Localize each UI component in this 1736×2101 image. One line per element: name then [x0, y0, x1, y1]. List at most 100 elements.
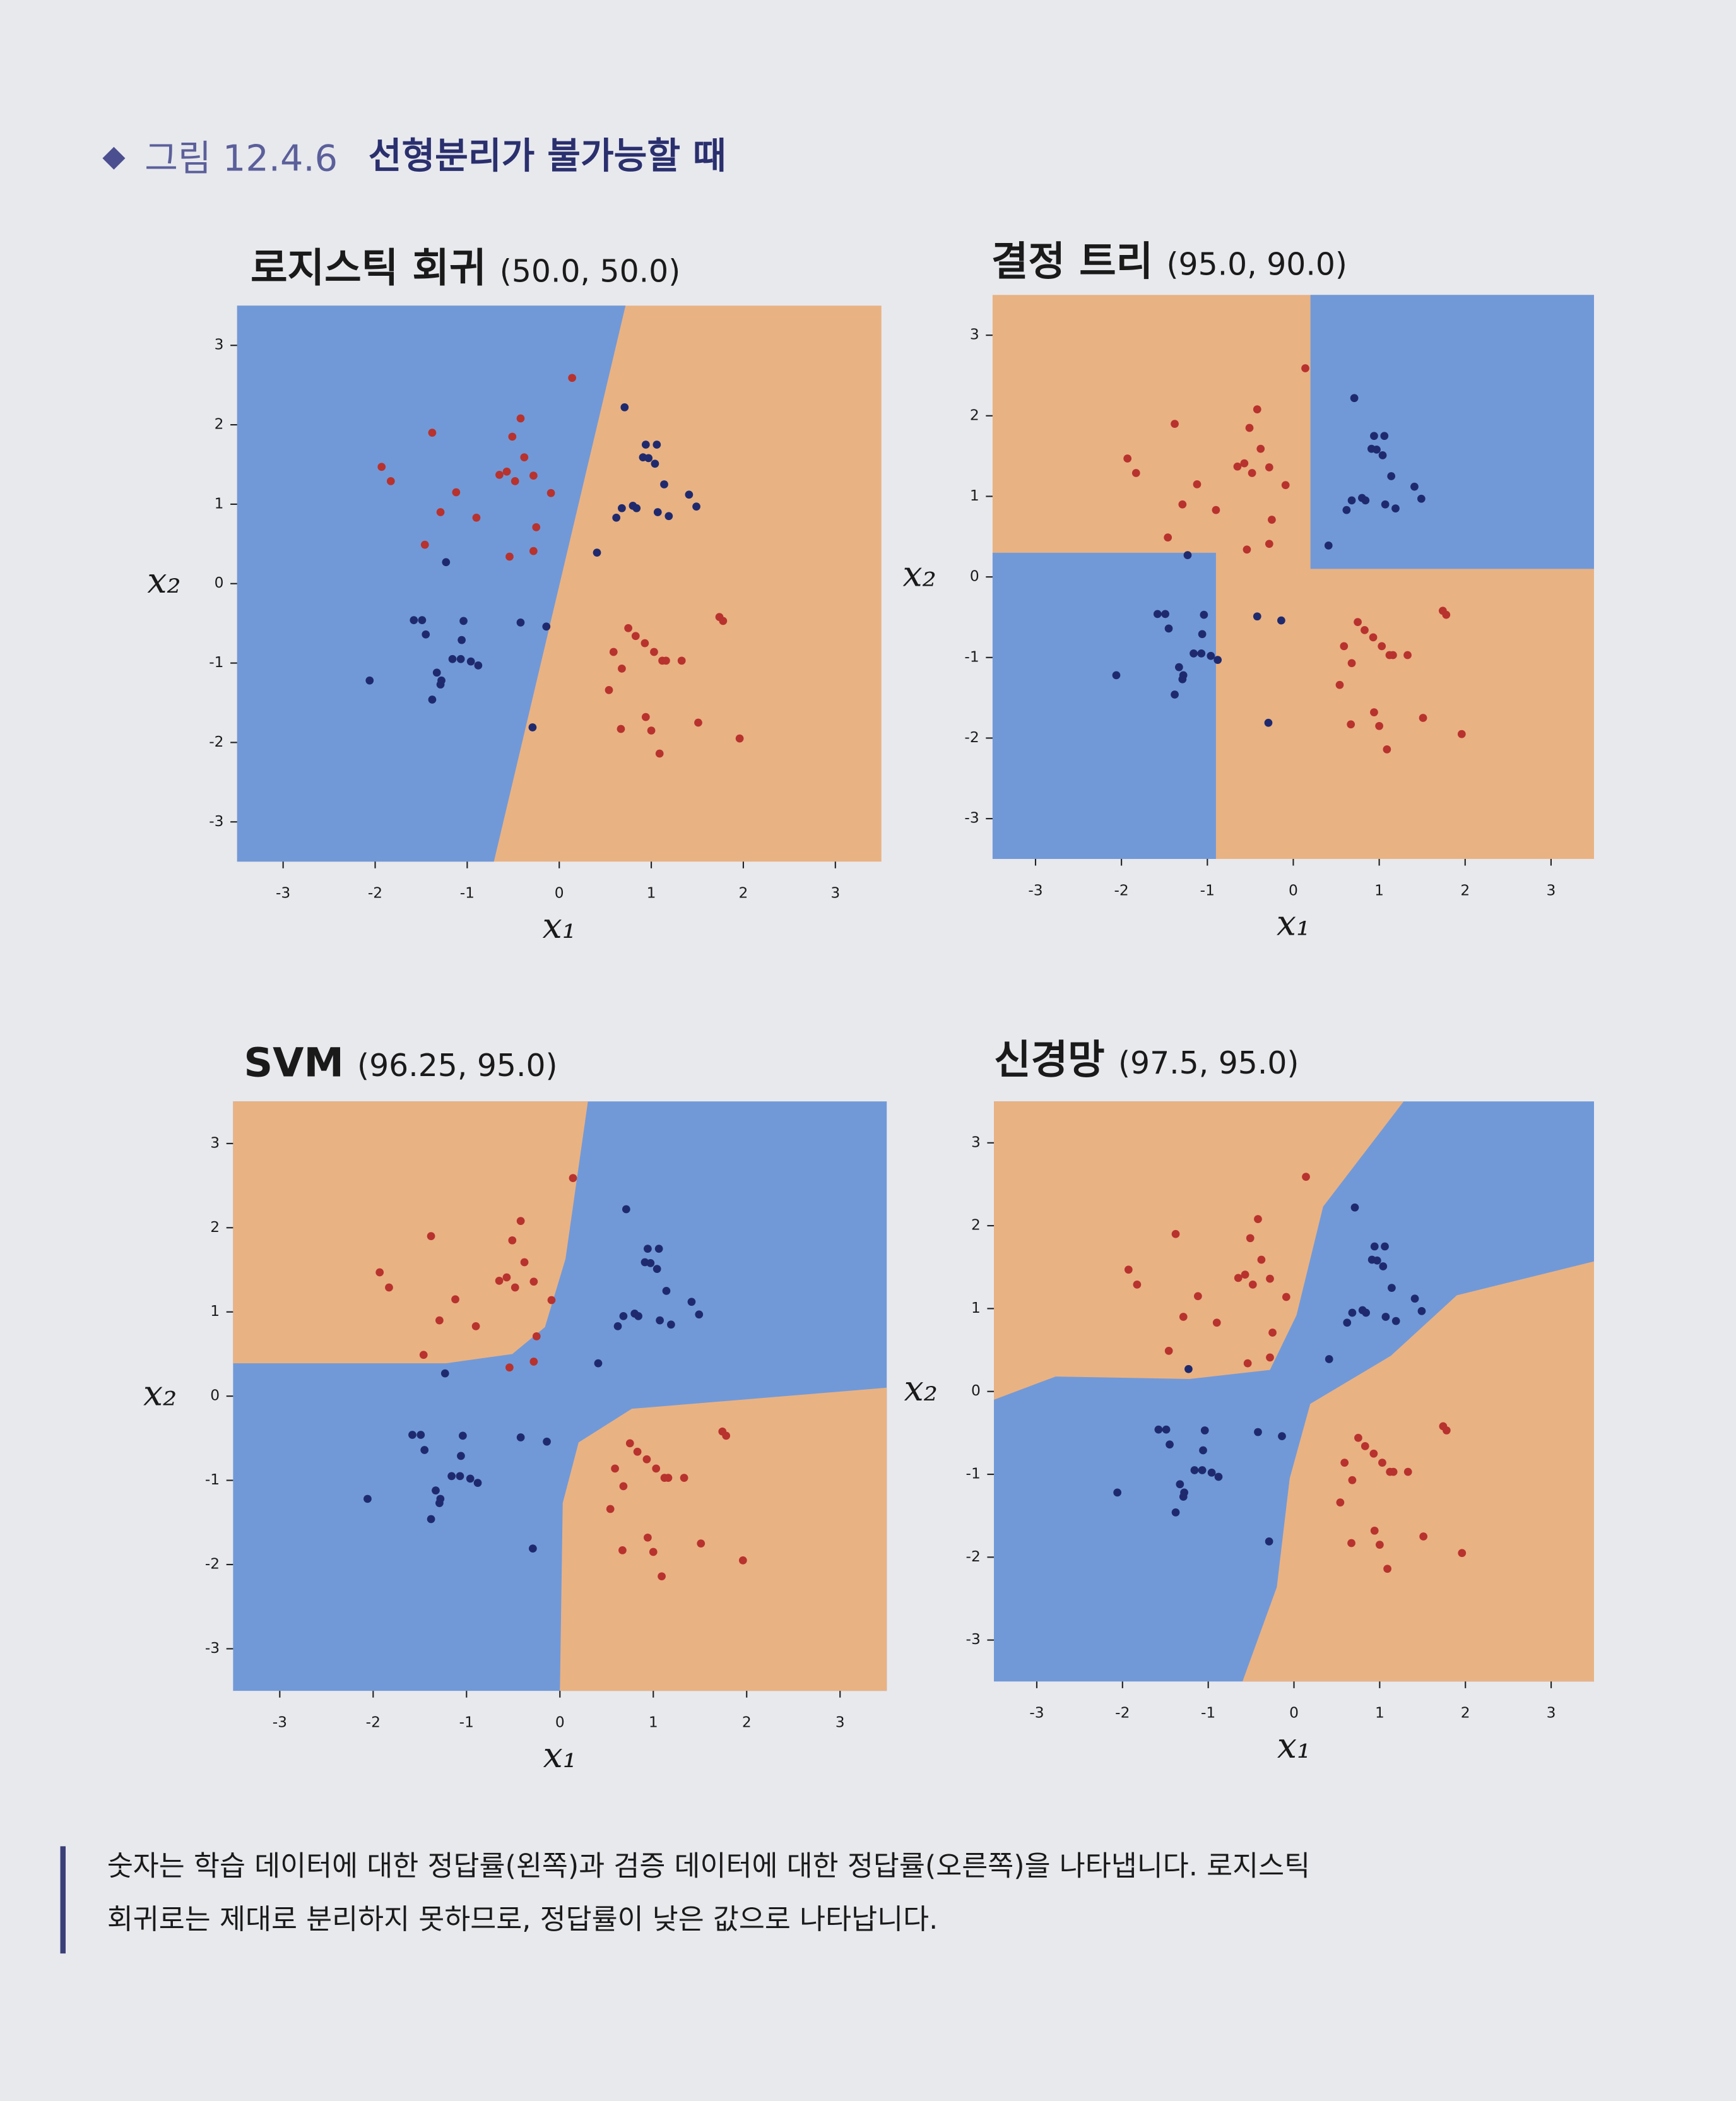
data-point [1248, 469, 1256, 477]
data-point [1358, 494, 1366, 502]
data-point [459, 617, 468, 625]
y-tick-label: 3 [215, 336, 224, 353]
y-tick-label: -1 [209, 653, 223, 671]
data-point [1179, 1313, 1188, 1321]
data-point [1268, 516, 1276, 524]
data-point [1254, 1215, 1262, 1223]
data-point [1379, 1262, 1388, 1270]
x-axis-label: x₁ [1277, 904, 1310, 944]
data-point [546, 488, 555, 497]
data-point [505, 1363, 514, 1372]
data-point [473, 1479, 482, 1487]
data-point [1190, 649, 1198, 658]
decision-region [1310, 295, 1594, 569]
data-point [622, 1205, 630, 1214]
data-point [1243, 1359, 1252, 1368]
x-tick-label: 2 [1461, 1704, 1470, 1722]
data-point [653, 508, 662, 516]
y-tick-label: 0 [971, 1382, 981, 1399]
data-point [1190, 1466, 1199, 1474]
y-tick-label: 0 [970, 567, 979, 585]
data-point [458, 636, 466, 644]
decision-region [560, 1387, 887, 1691]
data-point [652, 441, 661, 449]
data-point [1164, 533, 1172, 542]
data-point [606, 1505, 615, 1513]
y-tick-label: -1 [964, 648, 979, 665]
data-point [1213, 656, 1222, 664]
data-point [630, 1310, 639, 1318]
data-point [508, 432, 517, 441]
data-point [694, 718, 702, 727]
decision-region [233, 1101, 588, 1364]
data-point [1403, 1467, 1412, 1476]
data-point [432, 1486, 440, 1494]
data-point [529, 471, 538, 480]
x-tick-label: -3 [1029, 1704, 1044, 1722]
data-point [451, 1295, 459, 1304]
data-point [1302, 1173, 1310, 1181]
data-point [618, 1546, 627, 1554]
data-point [1347, 496, 1356, 505]
data-point [1375, 721, 1383, 730]
x-axis-label: x₁ [543, 906, 576, 947]
x-tick-label: -3 [276, 884, 290, 902]
data-point [1340, 1459, 1349, 1467]
data-point [427, 1232, 435, 1241]
chart-title: 신경망 [994, 1037, 1105, 1084]
data-point [1378, 1459, 1386, 1467]
data-point [1375, 1541, 1384, 1549]
data-point [1265, 1537, 1273, 1546]
data-point [1183, 551, 1192, 560]
data-point [1199, 1446, 1207, 1455]
data-point [1410, 482, 1419, 491]
y-tick-label: 1 [210, 1302, 220, 1320]
data-point [613, 1322, 622, 1330]
data-point [1348, 1476, 1357, 1484]
data-point [1161, 610, 1169, 618]
data-point [1265, 463, 1273, 471]
data-point [1281, 481, 1290, 489]
data-point [1266, 1353, 1274, 1362]
data-point [1277, 616, 1285, 625]
data-point [377, 463, 386, 471]
data-point [1184, 1364, 1193, 1373]
data-point [1166, 1440, 1174, 1449]
x-axis-label: x₁ [543, 1736, 577, 1776]
data-point [1347, 1539, 1355, 1548]
data-point [418, 616, 427, 625]
data-point [1257, 1255, 1266, 1264]
decision-region [994, 1101, 1404, 1400]
data-point [692, 502, 700, 511]
y-tick-label: -2 [966, 1548, 981, 1565]
x-tick-label: 1 [647, 884, 656, 902]
data-point [385, 1283, 393, 1292]
data-point [529, 1277, 538, 1286]
data-point [459, 1431, 467, 1440]
data-point [474, 661, 483, 670]
data-point [1282, 1293, 1290, 1301]
data-point [386, 477, 395, 485]
y-tick-label: 2 [210, 1218, 220, 1236]
data-point [516, 1217, 525, 1225]
data-point [1388, 1284, 1396, 1292]
data-point [1391, 1317, 1400, 1325]
data-point [1354, 618, 1362, 626]
data-point [609, 648, 618, 656]
data-point [617, 725, 625, 733]
data-point [528, 1544, 537, 1553]
data-point [502, 467, 511, 476]
x-tick-label: 0 [1289, 881, 1298, 899]
y-tick-label: 3 [971, 1133, 981, 1151]
y-axis-label: x₂ [903, 555, 936, 595]
data-point [1442, 1426, 1451, 1435]
data-point [655, 749, 664, 758]
data-point [420, 540, 429, 549]
y-tick-label: 3 [210, 1133, 220, 1151]
data-point [529, 1358, 538, 1366]
data-point [1212, 1318, 1221, 1327]
data-point [1324, 541, 1333, 550]
chart-title: 로지스틱 회귀 [251, 246, 487, 292]
data-point [1113, 1488, 1122, 1497]
data-point [1347, 659, 1356, 668]
